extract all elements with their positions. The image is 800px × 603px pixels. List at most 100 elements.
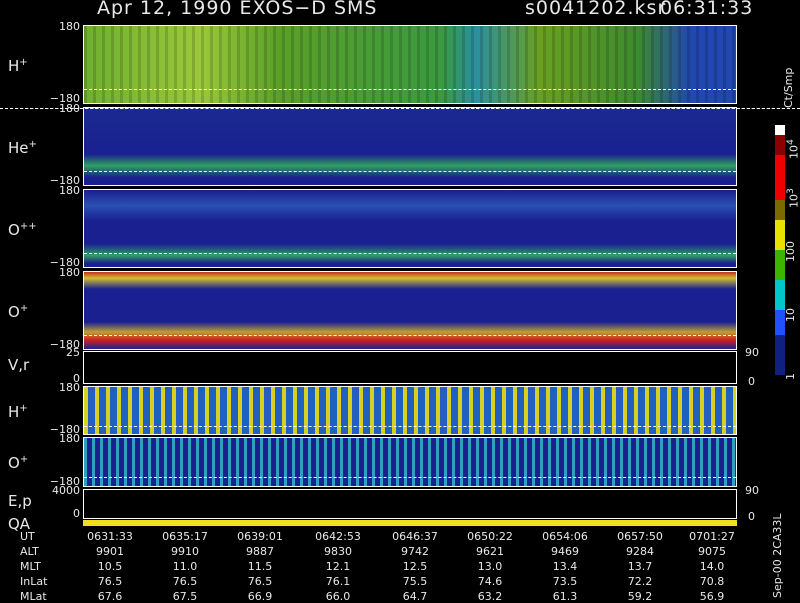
y-tick-label: −180 <box>49 174 80 187</box>
panel-label-base: H <box>8 56 20 75</box>
spectrogram-panel <box>83 107 737 186</box>
panel-label-base: O <box>8 302 20 321</box>
panel-label: H+ <box>8 55 28 74</box>
colorbar-label: 103 <box>785 188 800 208</box>
footer-note: Sep-00 2CA33L <box>771 513 784 598</box>
panel-label: H+ <box>8 401 28 420</box>
table-cell: 9469 <box>551 545 579 558</box>
y-tick-label: 180 <box>59 184 80 197</box>
spectrogram-panel <box>83 271 737 350</box>
panel-label: O+ <box>8 452 28 471</box>
row-label: MLT <box>20 560 41 573</box>
panel-label-sup: + <box>28 138 37 150</box>
table-cell: 75.5 <box>402 575 428 588</box>
dashed-line <box>0 108 800 109</box>
colorbar-label: 1 <box>784 373 797 380</box>
title: Apr 12, 1990 EXOS−D SMS <box>97 0 378 19</box>
dashed-line <box>84 253 736 255</box>
table-cell: 9901 <box>96 545 124 558</box>
y-tick-label: −180 <box>49 338 80 351</box>
y-tick-label: −180 <box>49 256 80 269</box>
table-cell: 0646:37 <box>392 530 438 543</box>
table-cell: 11.5 <box>247 560 273 573</box>
colorbar-label: 10 <box>784 308 797 322</box>
table-cell: 9887 <box>246 545 274 558</box>
y2-tick-label: 90 <box>745 346 759 359</box>
table-cell: 72.2 <box>627 575 653 588</box>
spectrogram-panel <box>83 25 737 104</box>
colorbar-label: 104 <box>785 139 800 159</box>
table-cell: 0635:17 <box>162 530 208 543</box>
qa-bar <box>83 520 737 526</box>
y-tick-label: −180 <box>49 92 80 105</box>
table-cell: 67.5 <box>172 590 198 603</box>
colorbar-label-base: 10 <box>787 194 800 208</box>
table-cell: 61.3 <box>552 590 578 603</box>
table-cell: 0642:53 <box>315 530 361 543</box>
colorbar-label-base: 10 <box>787 145 800 159</box>
panel-label: E,p <box>8 494 32 509</box>
y-tick-label: 180 <box>59 432 80 445</box>
table-cell: 76.1 <box>325 575 351 588</box>
panel-label-sup: + <box>19 302 29 314</box>
colorbar-label-base: 100 <box>784 241 797 262</box>
panel-label-sup: + <box>19 454 29 465</box>
panel-label-sup: ++ <box>19 220 37 232</box>
table-cell: 9742 <box>401 545 429 558</box>
table-cell: 0654:06 <box>542 530 588 543</box>
table-cell: 0701:27 <box>689 530 735 543</box>
table-cell: 63.2 <box>477 590 503 603</box>
table-cell: 9075 <box>698 545 726 558</box>
spectrogram-panel <box>83 351 737 384</box>
y2-tick-label: 0 <box>748 510 755 523</box>
panel-label-base: V,r <box>8 355 30 374</box>
panel-label: O+ <box>8 301 28 320</box>
y-tick-label: −180 <box>49 475 80 488</box>
dashed-line <box>84 477 736 479</box>
table-cell: 64.7 <box>402 590 428 603</box>
dashed-line <box>84 171 736 173</box>
table-cell: 76.5 <box>172 575 198 588</box>
colorbar-label-base: 1 <box>784 373 797 380</box>
table-cell: 9830 <box>324 545 352 558</box>
y-tick-label: 180 <box>59 20 80 33</box>
table-cell: 9621 <box>476 545 504 558</box>
spectrogram-panel <box>83 189 737 268</box>
table-cell: 13.7 <box>627 560 653 573</box>
colorbar-title: Ct/Smp <box>782 67 795 108</box>
panel-label: V,r <box>8 355 30 374</box>
panel-label-base: E,p <box>8 492 32 510</box>
table-cell: 59.2 <box>627 590 653 603</box>
table-cell: 12.5 <box>402 560 428 573</box>
row-label: UT <box>20 530 35 543</box>
y-tick-label: 0 <box>73 507 80 520</box>
y-tick-label: 25 <box>66 346 80 359</box>
panel-label-base: H <box>8 402 20 421</box>
y2-tick-label: 0 <box>748 375 755 388</box>
spectrogram-panel <box>83 489 737 519</box>
table-cell: 0650:22 <box>467 530 513 543</box>
dashed-line <box>84 89 736 91</box>
y2-tick-label: 90 <box>745 484 759 497</box>
row-label: InLat <box>20 575 48 588</box>
dashed-line <box>84 425 736 427</box>
colorbar-label-sup: 4 <box>785 139 796 145</box>
time: 06:31:33 <box>660 0 754 19</box>
row-label: ALT <box>20 545 39 558</box>
table-cell: 0657:50 <box>617 530 663 543</box>
file-name: s0041202.ksr <box>525 0 667 19</box>
panel-label: QA <box>8 515 31 533</box>
y-tick-label: 180 <box>59 381 80 394</box>
table-cell: 14.0 <box>699 560 725 573</box>
table-cell: 74.6 <box>477 575 503 588</box>
table-cell: 0639:01 <box>237 530 283 543</box>
panel-label: He+ <box>8 137 37 156</box>
panel-label: O++ <box>8 219 37 238</box>
table-cell: 13.4 <box>552 560 578 573</box>
panel-label-base: O <box>8 454 20 472</box>
panel-label-base: He <box>8 138 29 157</box>
table-cell: 70.8 <box>699 575 725 588</box>
table-cell: 13.0 <box>477 560 503 573</box>
table-cell: 73.5 <box>552 575 578 588</box>
panel-label-base: O <box>8 220 20 239</box>
